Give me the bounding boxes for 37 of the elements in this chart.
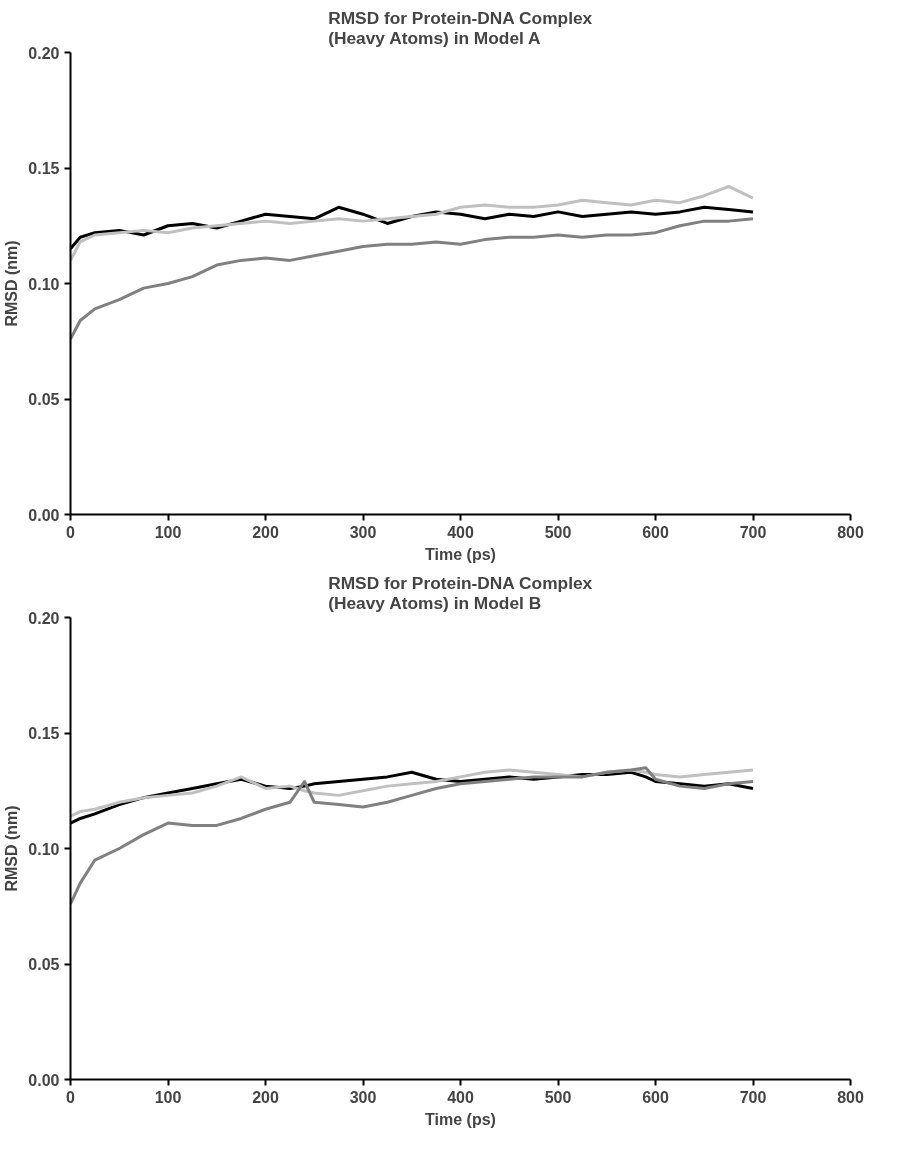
x-tick-label: 0	[66, 1088, 76, 1106]
y-axis-title: RMSD (nm)	[3, 805, 21, 892]
y-tick-label: 0.05	[28, 391, 60, 408]
x-tick-label: 0	[66, 523, 76, 541]
y-tick-label: 0.20	[28, 609, 60, 627]
y-tick-label: 0.15	[28, 160, 60, 177]
x-tick-label: 700	[739, 523, 767, 541]
x-tick-label: 800	[837, 523, 864, 541]
line-series	[70, 217, 755, 341]
y-axis-title: RMSD (nm)	[3, 240, 21, 327]
x-tick-label: 200	[252, 523, 279, 541]
y-tick-label: 0.05	[28, 956, 60, 973]
x-tick-label: 800	[837, 1088, 864, 1106]
chart-title: RMSD for Protein-DNA Complex (Heavy Atoms) in Model A	[328, 7, 593, 48]
y-tick-label: 0.15	[28, 725, 60, 742]
y-tick-label: 0.20	[28, 44, 60, 62]
x-tick-label: 300	[349, 1088, 377, 1106]
y-tick-label: 0.00	[28, 1071, 60, 1089]
x-tick-label: 600	[642, 1088, 669, 1106]
y-tick-label: 0.10	[28, 840, 60, 858]
x-tick-label: 100	[154, 1088, 182, 1106]
x-tick-label: 600	[642, 523, 669, 541]
y-tick-label: 0.10	[28, 275, 60, 293]
x-tick-label: 400	[447, 1088, 474, 1106]
line-series	[70, 766, 755, 906]
x-tick-label: 700	[739, 1088, 767, 1106]
x-tick-label: 200	[252, 1088, 279, 1106]
x-tick-label: 400	[447, 523, 474, 541]
x-tick-label: 100	[154, 523, 182, 541]
x-axis-title: Time (ps)	[425, 1110, 496, 1128]
x-tick-label: 500	[544, 1088, 572, 1106]
y-tick-label: 0.00	[28, 506, 60, 524]
x-tick-label: 500	[544, 523, 572, 541]
chart-title: RMSD for Protein-DNA Complex (Heavy Atoms) in Model B	[328, 572, 593, 613]
x-tick-label: 300	[349, 523, 377, 541]
x-axis-title: Time (ps)	[425, 545, 496, 563]
line-series	[70, 184, 755, 262]
